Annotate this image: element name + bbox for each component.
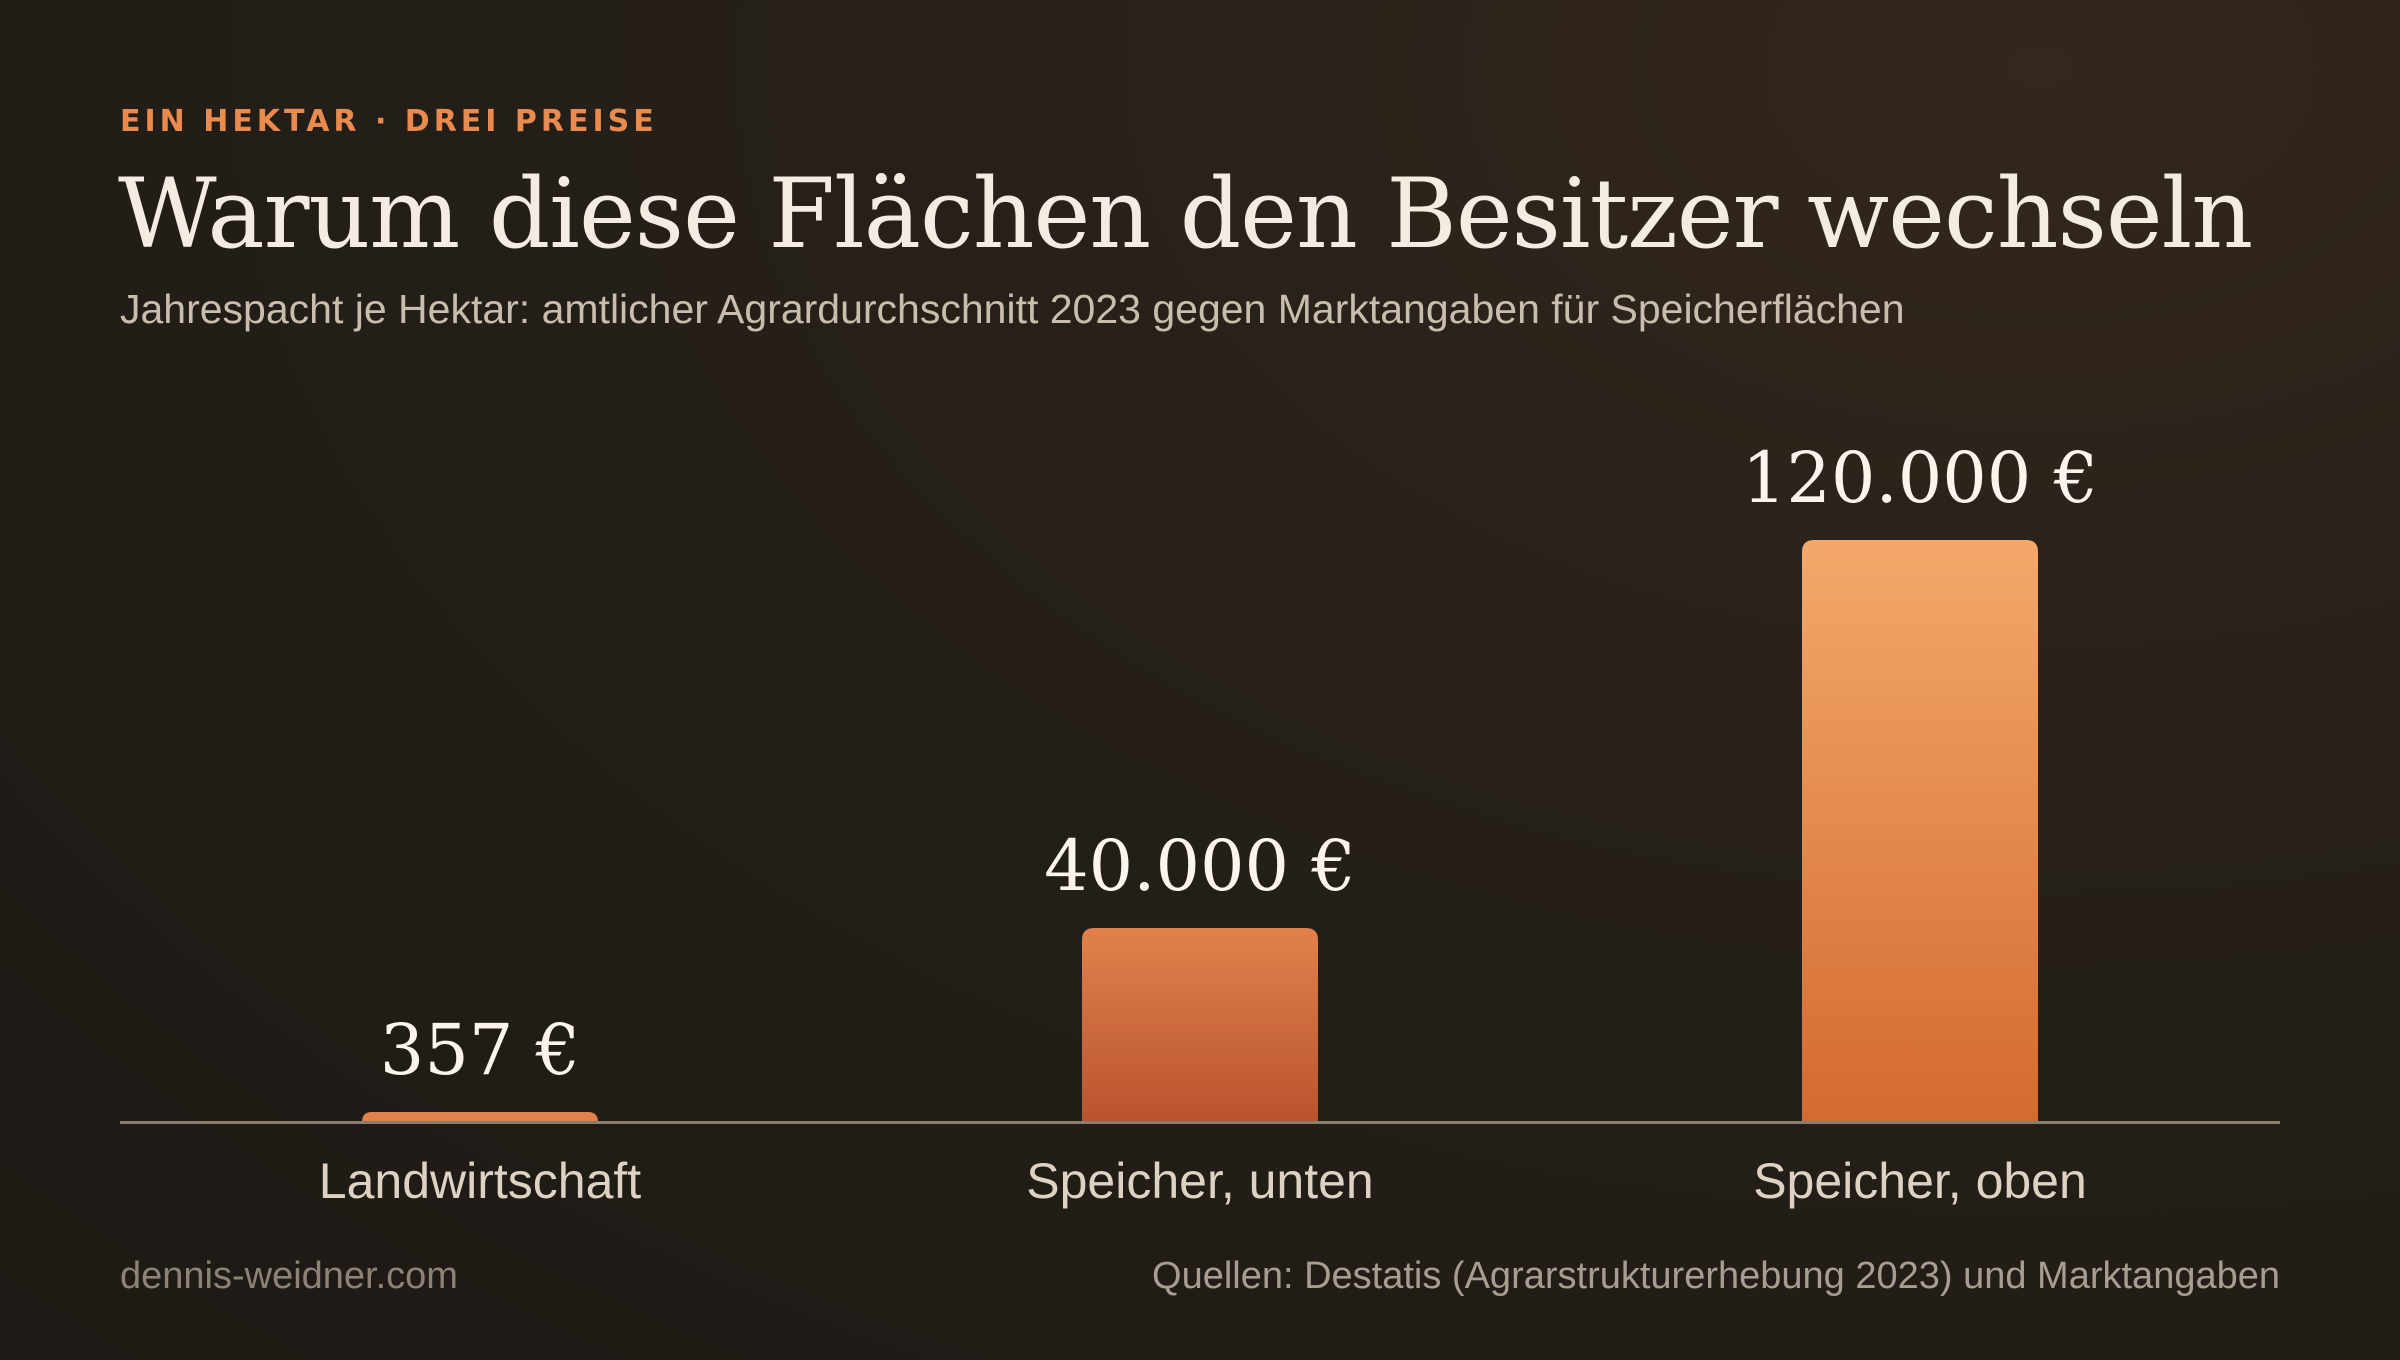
value-label: 357 €: [380, 1009, 580, 1091]
chart-subtitle: Jahrespacht je Hektar: amtlicher Agrardu…: [120, 286, 1905, 332]
value-label: 120.000 €: [1742, 437, 2098, 519]
category-label: Landwirtschaft: [319, 1153, 641, 1209]
bar-speicher-oben: [1802, 540, 2038, 1122]
footer-site: dennis-weidner.com: [120, 1255, 458, 1297]
value-label: 40.000 €: [1044, 825, 1356, 907]
chart-eyebrow: EIN HEKTAR · DREI PREISE: [120, 104, 658, 139]
bar-speicher-unten: [1082, 928, 1318, 1122]
category-label: Speicher, unten: [1026, 1153, 1374, 1209]
category-label: Speicher, oben: [1753, 1153, 2087, 1209]
footer-source: Quellen: Destatis (Agrarstrukturerhebung…: [1152, 1255, 2280, 1297]
chart-title: Warum diese Flächen den Besitzer wechsel…: [118, 158, 2253, 270]
bar-landwirtschaft: [362, 1112, 598, 1122]
